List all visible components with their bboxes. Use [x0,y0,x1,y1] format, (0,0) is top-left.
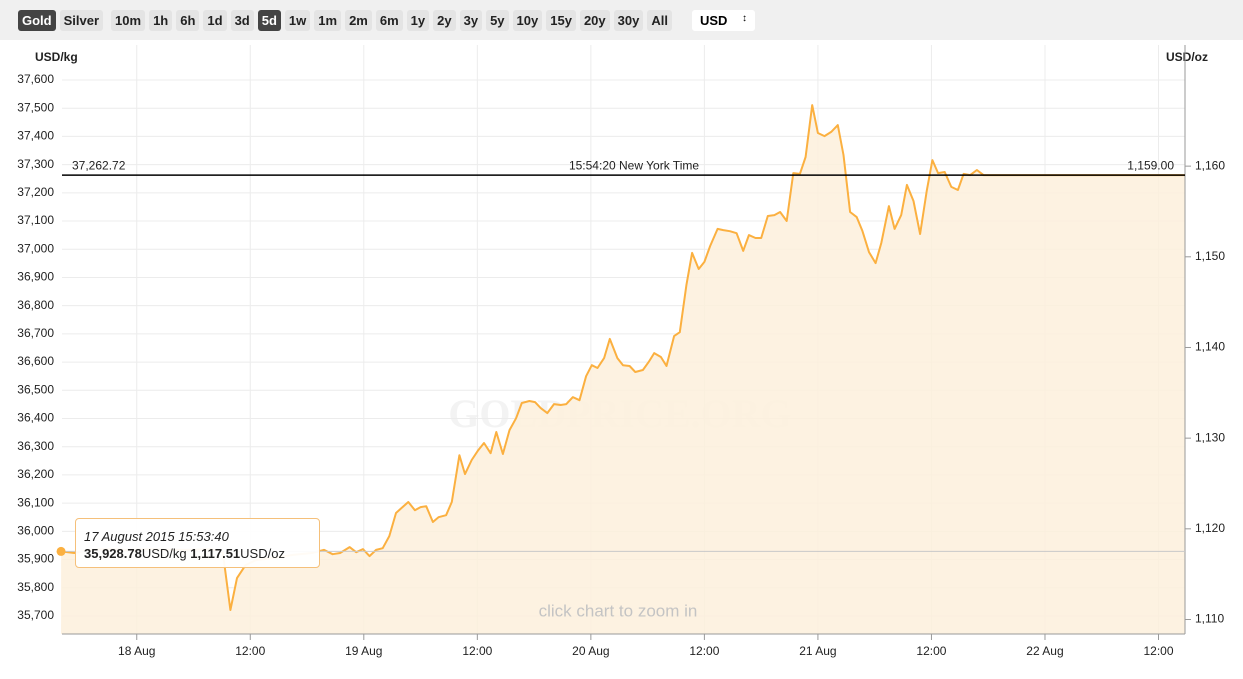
range-button[interactable]: All [647,9,672,31]
reference-right-label: 1,159.00 [1127,158,1174,172]
y-tick-label: 37,300 [17,157,54,171]
y-tick-label: 35,900 [17,552,54,566]
y-tick-label: 37,200 [17,185,54,199]
y-tick-label: 37,000 [17,241,54,255]
range-button[interactable]: 5y [486,9,509,31]
y2-tick-label: 1,120 [1195,521,1225,535]
y-tick-label: 36,700 [17,326,54,340]
y-tick-label: 36,900 [17,270,54,284]
select-arrow: ↕ [741,12,747,24]
x-tick-label: 12:00 [235,644,265,658]
x-tick-label: 12:00 [916,644,946,658]
toolbar: Gold Silver 10m 1h 6h 1d 3d 5d 1w 1m 2m 6m 1y 2y 3y 5y 1… [0,0,1243,40]
range-button[interactable]: 30y [613,9,644,31]
range-button[interactable]: 1d [203,9,227,31]
metal-button[interactable]: Gold [18,9,56,31]
y2-axis-title: USD/oz [1166,50,1208,64]
y-tick-label: 35,800 [17,580,54,594]
y2-tick-label: 1,160 [1195,158,1225,172]
x-tick-label: 22 Aug [1026,644,1063,658]
range-button[interactable]: 1h [149,9,173,31]
x-tick-label: 19 Aug [345,644,382,658]
y-tick-label: 36,200 [17,467,54,481]
range-button[interactable]: 1m [314,9,342,31]
range-button[interactable]: 1y [406,9,430,31]
currency-select[interactable]: USD ↕ [691,9,755,31]
y2-tick-label: 1,130 [1195,430,1225,444]
range-button[interactable]: 20y [579,9,610,31]
x-tick-label: 12:00 [462,644,492,658]
y2-tick-label: 1,110 [1195,612,1224,626]
range-button[interactable]: 3y [459,9,483,31]
y-tick-label: 36,500 [17,382,54,396]
tooltip-date: 17 August 2015 15:53:40 [84,529,229,544]
y-tick-label: 37,400 [17,129,54,143]
hover-point [56,546,66,556]
tooltip-kg: 35,928.78 [84,546,142,561]
y-tick-label: 36,600 [17,354,54,368]
tooltip-kg-unit: USD/kg [141,546,187,561]
currency-value: USD [699,12,728,28]
area-fill [61,105,1185,635]
y2-tick-label: 1,140 [1195,340,1225,354]
y-tick-label: 36,100 [17,495,54,509]
range-button[interactable]: 2y [433,9,456,31]
range-button[interactable]: 3d [230,9,254,31]
zoom-hint: click chart to zoom in [539,601,698,620]
x-tick-label: 18 Aug [118,644,155,658]
range-button[interactable]: 1w [284,9,311,31]
y-tick-label: 36,300 [17,439,54,453]
tooltip: 17 August 2015 15:53:40 35,928.78USD/kg … [75,518,320,568]
range-button[interactable]: 15y [546,9,576,31]
y-axis-title: USD/kg [35,50,78,64]
x-tick-label: 20 Aug [572,644,609,658]
y-tick-label: 36,800 [17,298,54,312]
range-button[interactable]: 10m [111,9,146,31]
y-tick-label: 37,500 [17,100,54,114]
y-tick-label: 36,400 [17,411,54,425]
range-button[interactable]: 10y [512,9,543,31]
x-tick-label: 21 Aug [799,644,836,658]
y-tick-label: 37,100 [17,213,54,227]
y-tick-label: 37,600 [17,72,54,86]
price-line [60,104,1185,611]
tooltip-oz-unit: USD/oz [240,546,285,561]
range-button[interactable]: 2m [345,9,372,31]
reference-left-label: 37,262.72 [72,158,126,172]
x-tick-label: 12:00 [1143,644,1173,658]
reference-time: 15:54:20 New York Time [569,158,699,172]
y2-tick-label: 1,150 [1195,249,1225,263]
metal-button[interactable]: Silver [59,9,104,31]
y-tick-label: 35,700 [17,608,54,622]
x-tick-label: 12:00 [689,644,719,658]
range-button[interactable]: 6m [375,9,403,31]
range-button[interactable]: 6h [176,9,200,31]
y-tick-label: 36,000 [17,523,54,537]
range-button[interactable]: 5d [257,9,281,31]
tooltip-oz: 1,117.51 [190,546,241,561]
